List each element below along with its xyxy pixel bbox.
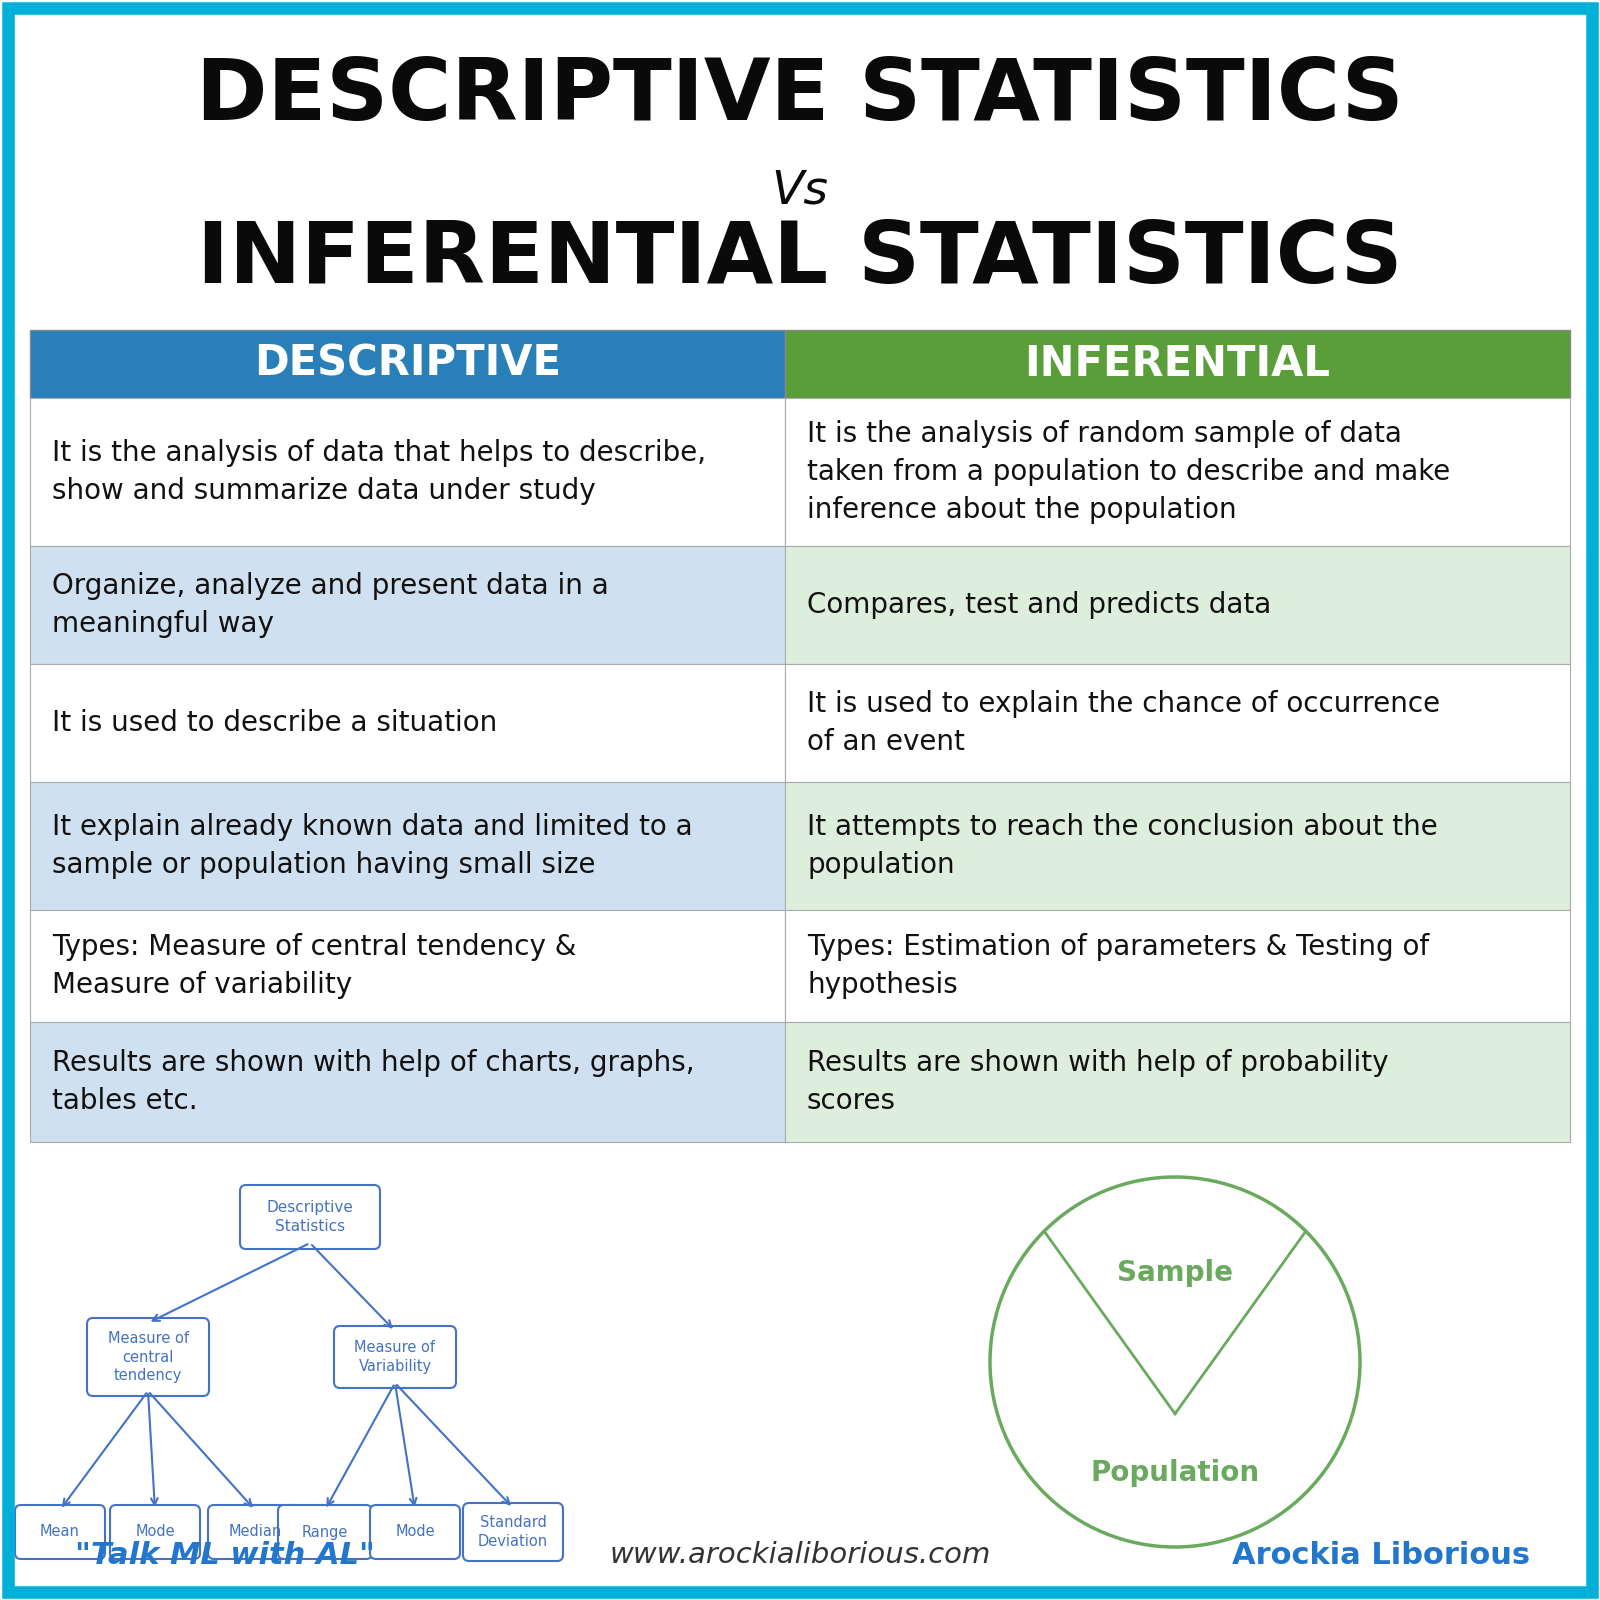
Text: Range: Range bbox=[302, 1525, 349, 1539]
Text: Mode: Mode bbox=[395, 1525, 435, 1539]
Text: Types: Measure of central tendency &
Measure of variability: Types: Measure of central tendency & Mea… bbox=[51, 933, 576, 998]
Text: Results are shown with help of charts, graphs,
tables etc.: Results are shown with help of charts, g… bbox=[51, 1050, 694, 1115]
FancyBboxPatch shape bbox=[30, 910, 786, 1022]
FancyBboxPatch shape bbox=[240, 1186, 381, 1250]
Text: "Talk ML with AL": "Talk ML with AL" bbox=[75, 1541, 374, 1570]
Text: Organize, analyze and present data in a
meaningful way: Organize, analyze and present data in a … bbox=[51, 573, 608, 638]
FancyBboxPatch shape bbox=[786, 546, 1570, 664]
Text: Mean: Mean bbox=[40, 1525, 80, 1539]
Text: It is used to describe a situation: It is used to describe a situation bbox=[51, 709, 498, 738]
Text: It is the analysis of random sample of data
taken from a population to describe : It is the analysis of random sample of d… bbox=[806, 421, 1450, 523]
Text: Vs: Vs bbox=[771, 168, 829, 213]
Text: Types: Estimation of parameters & Testing of
hypothesis: Types: Estimation of parameters & Testin… bbox=[806, 933, 1429, 998]
Text: Compares, test and predicts data: Compares, test and predicts data bbox=[806, 590, 1272, 619]
FancyBboxPatch shape bbox=[30, 1022, 786, 1142]
Text: DESCRIPTIVE STATISTICS: DESCRIPTIVE STATISTICS bbox=[197, 54, 1403, 138]
FancyBboxPatch shape bbox=[786, 398, 1570, 546]
Text: Descriptive
Statistics: Descriptive Statistics bbox=[267, 1200, 354, 1234]
FancyBboxPatch shape bbox=[786, 664, 1570, 782]
Text: Median: Median bbox=[229, 1525, 282, 1539]
Text: Measure of
central
tendency: Measure of central tendency bbox=[107, 1331, 189, 1382]
Text: www.arockialiborious.com: www.arockialiborious.com bbox=[610, 1541, 990, 1570]
Text: Measure of
Variability: Measure of Variability bbox=[355, 1341, 435, 1374]
Text: DESCRIPTIVE: DESCRIPTIVE bbox=[254, 342, 562, 386]
FancyBboxPatch shape bbox=[208, 1506, 302, 1558]
FancyBboxPatch shape bbox=[30, 330, 786, 398]
Text: Results are shown with help of probability
scores: Results are shown with help of probabili… bbox=[806, 1050, 1389, 1115]
FancyBboxPatch shape bbox=[786, 782, 1570, 910]
FancyBboxPatch shape bbox=[110, 1506, 200, 1558]
FancyBboxPatch shape bbox=[30, 664, 786, 782]
FancyBboxPatch shape bbox=[462, 1502, 563, 1562]
Text: INFERENTIAL: INFERENTIAL bbox=[1024, 342, 1331, 386]
Text: Standard
Deviation: Standard Deviation bbox=[478, 1515, 549, 1549]
FancyBboxPatch shape bbox=[786, 1022, 1570, 1142]
Text: It is used to explain the chance of occurrence
of an event: It is used to explain the chance of occu… bbox=[806, 690, 1440, 755]
Text: Arockia Liborious: Arockia Liborious bbox=[1232, 1541, 1530, 1570]
Text: Mode: Mode bbox=[134, 1525, 174, 1539]
FancyBboxPatch shape bbox=[278, 1506, 371, 1558]
FancyBboxPatch shape bbox=[86, 1318, 210, 1395]
Text: It is the analysis of data that helps to describe,
show and summarize data under: It is the analysis of data that helps to… bbox=[51, 438, 706, 506]
FancyBboxPatch shape bbox=[786, 330, 1570, 398]
FancyBboxPatch shape bbox=[370, 1506, 461, 1558]
FancyBboxPatch shape bbox=[30, 398, 786, 546]
Text: It attempts to reach the conclusion about the
population: It attempts to reach the conclusion abou… bbox=[806, 813, 1438, 878]
Text: It explain already known data and limited to a
sample or population having small: It explain already known data and limite… bbox=[51, 813, 693, 878]
FancyBboxPatch shape bbox=[30, 546, 786, 664]
FancyBboxPatch shape bbox=[334, 1326, 456, 1387]
Text: Population: Population bbox=[1091, 1459, 1259, 1486]
Text: INFERENTIAL STATISTICS: INFERENTIAL STATISTICS bbox=[197, 218, 1403, 301]
FancyBboxPatch shape bbox=[786, 910, 1570, 1022]
FancyBboxPatch shape bbox=[30, 782, 786, 910]
Text: Sample: Sample bbox=[1117, 1259, 1234, 1286]
FancyBboxPatch shape bbox=[14, 1506, 106, 1558]
